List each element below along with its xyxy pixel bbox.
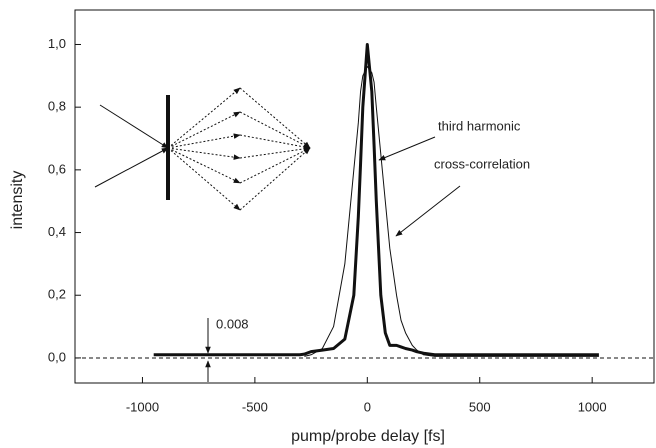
annotation-arrows (205, 136, 461, 382)
legend-label: third harmonic (438, 118, 521, 133)
y-tick-label: 1,0 (48, 36, 66, 51)
x-tick-label: -500 (242, 399, 268, 414)
x-tick-label: 0 (364, 399, 371, 414)
y-tick-label: 0,0 (48, 349, 66, 364)
legend-label: cross-correlation (434, 156, 530, 171)
y-tick-label: 0,8 (48, 99, 66, 114)
x-tick-label: -1000 (126, 399, 159, 414)
inset-diagram (94, 87, 311, 211)
y-axis-title: intensity (9, 171, 26, 230)
series-line (304, 65, 599, 357)
annotation: 0.008 (216, 316, 249, 331)
x-axis-title: pump/probe delay [fs] (291, 428, 445, 445)
y-tick-label: 0,2 (48, 287, 66, 302)
y-tick-label: 0,6 (48, 161, 66, 176)
series-line (153, 42, 599, 357)
plot-frame (74, 9, 655, 384)
x-tick-label: 1000 (578, 399, 607, 414)
y-tick-label: 0,4 (48, 224, 66, 239)
x-tick-label: 500 (469, 399, 491, 414)
